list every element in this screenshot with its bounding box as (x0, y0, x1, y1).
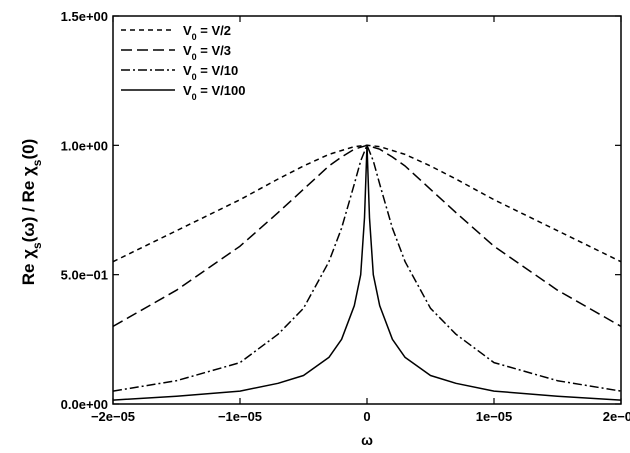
axis-ticks: −2e−05 −1e−05 0 1e−05 2e−05 0.0e+00 5.0e−01 1.0… (61, 9, 630, 424)
x-tick-label: 0 (363, 409, 370, 424)
x-tick-label: 1e−05 (476, 409, 513, 424)
series-line-3 (112, 144, 622, 392)
legend-label: V0 = V/100 (183, 83, 245, 102)
series-line-2 (112, 144, 622, 328)
y-axis-label: Re χs(ω) / Re χs(0) (19, 139, 44, 286)
legend-label-main: V (183, 63, 192, 78)
plot-frame (112, 15, 622, 405)
legend-label-main: V (183, 43, 192, 58)
legend-label-sub: 0 (192, 72, 197, 82)
y-tick-label: 0.0e+00 (61, 397, 108, 412)
legend-label-sub: 0 (192, 32, 197, 42)
y-tick-label: 1.0e+00 (61, 138, 108, 153)
legend-label-rest: = V/2 (197, 23, 231, 38)
y-tick-label: 5.0e−01 (61, 268, 108, 283)
y-axis-label-mid: (ω) / Re χ (19, 166, 38, 242)
legend-label-main: V (183, 83, 192, 98)
x-tick-label: 2e−05 (603, 409, 630, 424)
legend-label-rest: = V/3 (197, 43, 231, 58)
legend-label: V0 = V/2 (183, 23, 231, 42)
y-tick-label: 1.5e+00 (61, 9, 108, 24)
y-axis-label-sub2: s (30, 159, 44, 166)
x-tick-label: −2e−05 (91, 409, 135, 424)
svg-text:Re χs(ω) / Re χs(0): Re χs(ω) / Re χs(0) (19, 139, 44, 286)
legend-label-sub: 0 (192, 52, 197, 62)
legend-label: V0 = V/10 (183, 63, 238, 82)
legend-label-sub: 0 (192, 92, 197, 102)
legend-label: V0 = V/3 (183, 43, 231, 62)
legend-label-rest: = V/10 (197, 63, 239, 78)
y-axis-label-prefix: Re χ (19, 249, 38, 285)
y-axis-label-suffix: (0) (19, 139, 38, 160)
x-tick-label: −1e−05 (218, 409, 262, 424)
series-layer (112, 144, 622, 401)
legend-label-rest: = V/100 (197, 83, 246, 98)
series-line-4 (112, 144, 622, 401)
legend-label-main: V (183, 23, 192, 38)
x-axis-label: ω (361, 432, 373, 448)
y-axis-label-sub1: s (30, 242, 44, 249)
